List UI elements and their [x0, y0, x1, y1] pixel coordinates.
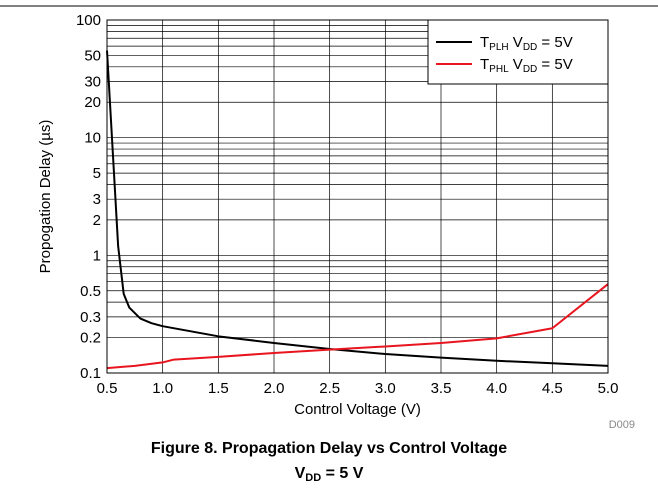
x-tick-label: 5.0 [598, 380, 619, 397]
series-line-plh [106, 50, 609, 367]
y-tick-label: 20 [84, 94, 101, 111]
legend-label-part: T [480, 56, 489, 73]
legend-box [427, 19, 609, 85]
subtitle-suffix: = 5 V [321, 465, 364, 482]
x-axis-label: Control Voltage (V) [294, 401, 421, 418]
y-tick-label: 1 [93, 247, 101, 264]
y-axis-label: Propogation Delay (µs) [37, 120, 54, 274]
subtitle-sub: DD [305, 472, 322, 484]
figure-subtitle: VDD = 5 V [0, 465, 658, 484]
x-tick-label: 1.0 [152, 380, 173, 397]
legend-label-subscript: PHL [489, 64, 509, 75]
x-tick-label: 3.0 [375, 380, 396, 397]
x-tick-label: 2.0 [264, 380, 285, 397]
legend-label-subscript: DD [523, 64, 537, 75]
chart: 0.1 0.2 0.3 0.5 1 2 3 5 10 20 30 50 100 0.5 1.0 1.5 2.0… [0, 5, 658, 431]
plot-frame [106, 19, 609, 374]
y-tick-label: 30 [84, 74, 101, 91]
legend-label-part: V [509, 56, 523, 73]
series-line-phl [106, 283, 609, 370]
legend-label-subscript: DD [523, 42, 537, 53]
y-tick-label: 50 [84, 47, 101, 64]
figure-title: Figure 8. Propagation Delay vs Control V… [150, 440, 508, 457]
y-tick-label: 3 [93, 191, 101, 208]
figure-code: D009 [609, 419, 635, 431]
y-tick-label: 5 [93, 165, 101, 182]
x-tick-label: 2.5 [319, 380, 340, 397]
y-tick-label: 0.3 [80, 309, 101, 326]
legend-label-part: T [480, 34, 489, 51]
x-tick-label: 1.5 [208, 380, 229, 397]
y-tick-label: 10 [84, 130, 101, 147]
legend-label: TPHL VDD = 5V [480, 56, 573, 75]
y-tick-label: 0.5 [80, 283, 101, 300]
y-tick-label: 0.1 [80, 365, 101, 382]
legend-label-subscript: PLH [489, 42, 508, 53]
x-tick-label: 0.5 [97, 380, 118, 397]
x-axis: 0.5 1.0 1.5 2.0 2.5 3.0 3.5 4.0 4.5 5.0 [97, 380, 619, 397]
y-tick-label: 100 [76, 12, 101, 29]
legend-label-part: = 5V [537, 34, 572, 51]
legend-label: TPLH VDD = 5V [480, 34, 573, 53]
x-tick-label: 4.0 [486, 380, 507, 397]
y-tick-label: 2 [93, 212, 101, 229]
x-tick-label: 3.5 [431, 380, 452, 397]
subtitle-prefix: V [294, 465, 306, 482]
series-layer [106, 50, 609, 370]
y-axis: 0.1 0.2 0.3 0.5 1 2 3 5 10 20 30 50 100 [76, 12, 101, 382]
y-tick-label: 0.2 [80, 330, 101, 347]
legend-label-part: = 5V [537, 56, 572, 73]
legend-label-part: V [509, 34, 523, 51]
x-tick-label: 4.5 [542, 380, 563, 397]
